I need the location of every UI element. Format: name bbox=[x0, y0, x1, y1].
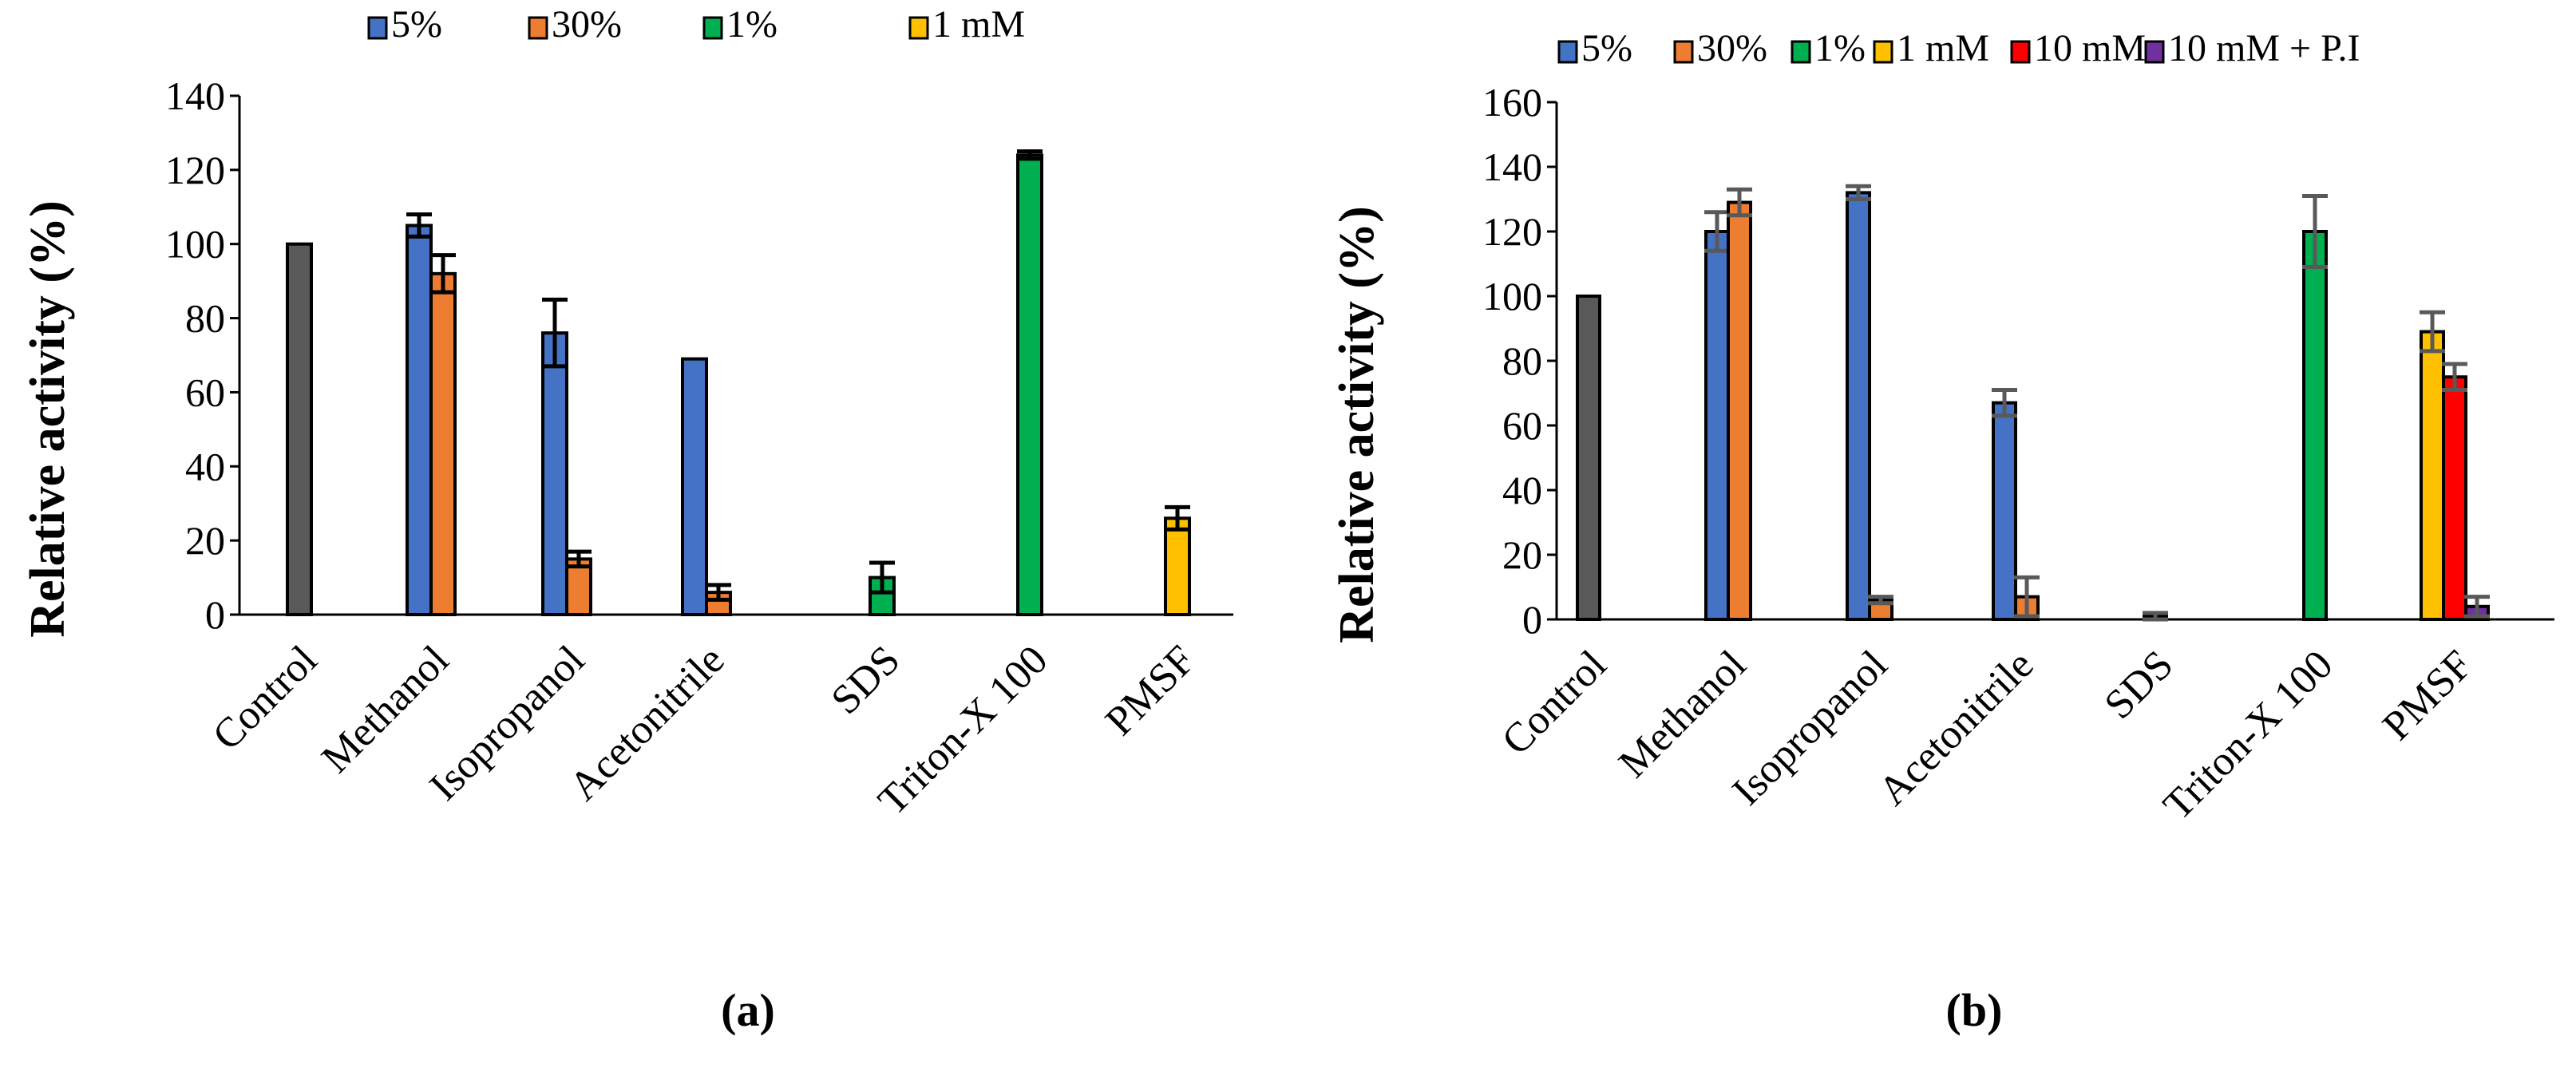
panel-a-y-tick-label: 80 bbox=[185, 296, 225, 341]
panel-a-y-tick-label: 40 bbox=[185, 444, 225, 489]
panel-b-category-label: Triton-X 100 bbox=[2155, 642, 2341, 829]
panel-a-category-label: Control bbox=[204, 637, 326, 759]
panel-b-y-tick-label: 120 bbox=[1482, 209, 1542, 254]
panel-b-y-tick-label: 80 bbox=[1502, 338, 1542, 383]
panel-a-bar bbox=[869, 576, 896, 616]
panel-b-chart: 0 20 40 60 80 100 120 140 160 Relative activity (… bbox=[1330, 27, 2554, 1036]
panel-a-legend-swatch bbox=[702, 16, 723, 40]
panel-a-bar bbox=[429, 271, 457, 616]
panel-b-legend-swatch bbox=[1557, 40, 1578, 64]
panel-b-category-label: PMSF bbox=[2374, 642, 2481, 749]
panel-b-bar bbox=[1576, 295, 1601, 621]
panel-b-legend-label: 30% bbox=[1697, 27, 1767, 69]
panel-a-legend-swatch bbox=[908, 16, 929, 40]
panel-b-legend-label: 10 mM + P.I bbox=[2168, 27, 2360, 69]
panel-b-bar bbox=[1846, 191, 1871, 621]
panel-a-y-axis-title: Relative activity (%) bbox=[21, 200, 75, 637]
panel-a-y-tick-label: 140 bbox=[165, 73, 225, 118]
panel-a-y-tick-label: 20 bbox=[185, 518, 225, 563]
panel-a-y-tick-label: 100 bbox=[165, 222, 225, 267]
panel-a-bar bbox=[1164, 516, 1191, 616]
panel-b-y-tick-label: 40 bbox=[1502, 468, 1542, 512]
panel-a-panel-label: (a) bbox=[721, 984, 775, 1036]
panel-b-y-tick-label: 140 bbox=[1482, 144, 1542, 189]
panel-b-legend-label: 10 mM bbox=[2034, 27, 2146, 69]
panel-a-category-label: SDS bbox=[823, 637, 909, 723]
panel-b-legend-swatch bbox=[2144, 40, 2165, 64]
panel-a-legend-label: 30% bbox=[552, 3, 622, 45]
panel-b-legend-label: 1 mM bbox=[1897, 27, 1989, 69]
panel-b-bar bbox=[1992, 401, 2017, 621]
panel-b-y-axis-title: Relative activity (%) bbox=[1330, 206, 1384, 643]
panel-b-y-tick-label: 20 bbox=[1502, 532, 1542, 577]
panel-b-category-label: Methanol bbox=[1610, 642, 1755, 786]
panel-b-bar bbox=[1727, 200, 1752, 622]
panel-b-legend-swatch bbox=[2010, 40, 2031, 64]
panel-a-bar bbox=[286, 242, 313, 616]
panel-b-category-label: Control bbox=[1494, 642, 1616, 764]
panel-b-bar bbox=[2420, 330, 2445, 621]
panel-b-legend-label: 1% bbox=[1814, 27, 1866, 69]
panel-b-y-tick-label: 60 bbox=[1502, 403, 1542, 448]
panel-a-bar bbox=[541, 331, 568, 616]
panel-b-y-tick-label: 160 bbox=[1482, 80, 1542, 125]
panel-b-bar bbox=[2302, 230, 2328, 621]
panel-a-legend-label: 5% bbox=[391, 3, 442, 45]
panel-a-category-label: Methanol bbox=[313, 637, 457, 781]
panel-a-bar bbox=[681, 357, 708, 616]
panel-a-y-tick-label: 60 bbox=[185, 370, 225, 414]
panel-b-bar bbox=[2442, 375, 2467, 621]
panel-a-legend-swatch bbox=[367, 16, 388, 40]
panel-b-legend-swatch bbox=[1791, 40, 1811, 64]
panel-b-category-label: Acetonitrile bbox=[1870, 642, 2043, 814]
panel-b-y-tick-label: 100 bbox=[1482, 274, 1542, 318]
panel-a-y-tick-label: 120 bbox=[165, 148, 225, 192]
panel-a-legend-label: 1% bbox=[726, 3, 778, 45]
panel-b-y-tick-label: 0 bbox=[1522, 597, 1542, 642]
panel-b-bar bbox=[1704, 230, 1730, 621]
panel-b-category-label: SDS bbox=[2096, 642, 2182, 728]
panel-b-panel-label: (b) bbox=[1946, 984, 2003, 1036]
panel-a-bar bbox=[1016, 153, 1043, 617]
panel-b-legend-swatch bbox=[1873, 40, 1893, 64]
panel-a-y-tick-label: 0 bbox=[205, 592, 225, 637]
panel-b-legend-swatch bbox=[1673, 40, 1694, 64]
panel-a-category-label: PMSF bbox=[1097, 637, 1204, 744]
panel-b-legend-label: 5% bbox=[1581, 27, 1632, 69]
panel-a-legend-label: 1 mM bbox=[932, 3, 1025, 45]
panel-a-legend-swatch bbox=[528, 16, 548, 40]
panel-a-chart: 0 20 40 60 80 100 120 140 Relative activity (%) C… bbox=[21, 3, 1233, 1036]
panel-a-bar bbox=[406, 223, 433, 616]
panel-b-category-label: Isopropanol bbox=[1724, 642, 1897, 814]
